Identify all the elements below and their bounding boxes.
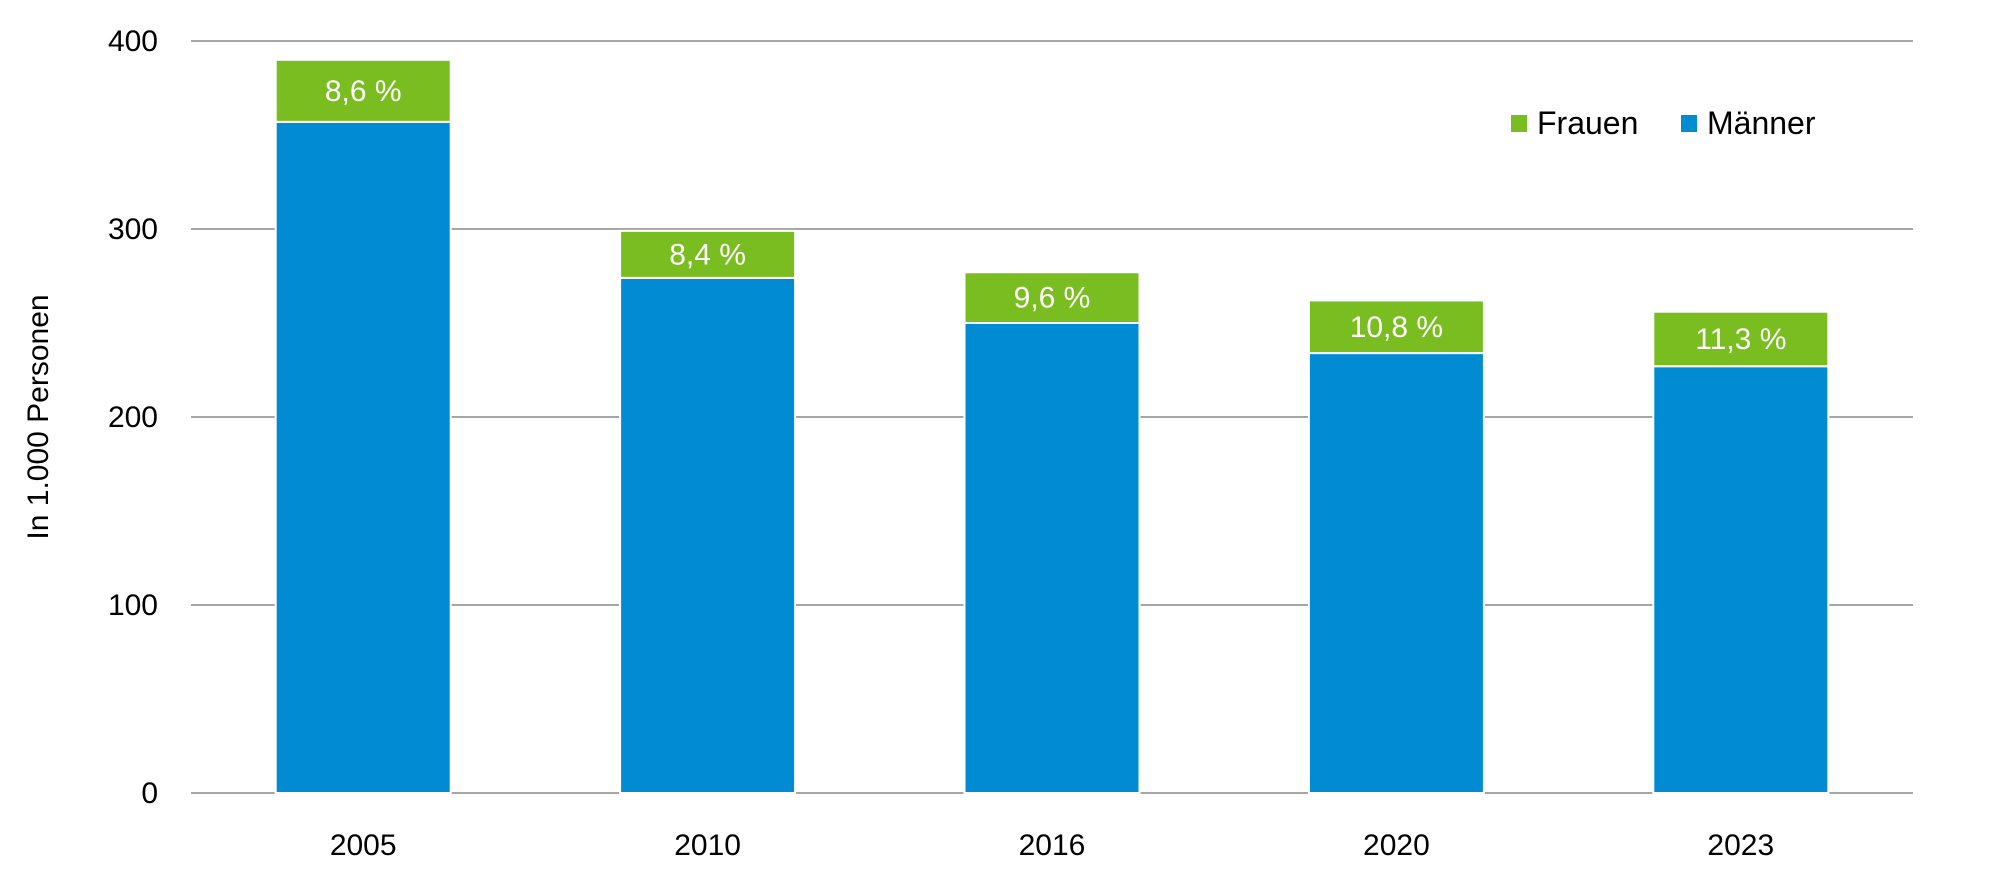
- x-tick-label: 2023: [1707, 829, 1774, 862]
- bar-maenner-2023: [1652, 365, 1830, 794]
- y-tick-label: 100: [108, 589, 158, 622]
- x-axis-ticks: 2005 2010 2016 2020 2023: [330, 829, 1774, 862]
- legend-label: Männer: [1707, 105, 1816, 141]
- data-label: 8,6 %: [325, 75, 402, 108]
- bar-frauen-2005: [274, 58, 452, 123]
- data-label: 8,4 %: [669, 238, 746, 271]
- y-tick-label: 300: [108, 213, 158, 246]
- bar-frauen-2023: [1652, 310, 1830, 368]
- data-label: 10,8 %: [1350, 311, 1443, 344]
- x-tick-label: 2020: [1363, 829, 1430, 862]
- x-tick-label: 2005: [330, 829, 397, 862]
- y-axis-ticks: 0 100 200 300 400: [108, 25, 158, 810]
- bar-frauen-2010: [619, 229, 797, 279]
- bar-maenner-2020: [1307, 352, 1485, 794]
- legend-label: Frauen: [1537, 105, 1638, 141]
- y-tick-label: 400: [108, 25, 158, 58]
- bar-frauen-2016: [963, 271, 1141, 324]
- bar-maenner-2016: [963, 322, 1141, 794]
- y-axis-label: In 1.000 Personen: [22, 294, 55, 539]
- legend-swatch-frauen: [1511, 115, 1527, 132]
- legend: Frauen Männer: [1511, 105, 1816, 141]
- bar-maenner-2010: [619, 276, 797, 794]
- bar-frauen-2020: [1307, 299, 1485, 355]
- legend-swatch-maenner: [1681, 115, 1697, 132]
- data-label: 9,6 %: [1014, 282, 1091, 315]
- x-tick-label: 2016: [1019, 829, 1086, 862]
- y-tick-label: 0: [141, 777, 158, 810]
- data-label: 11,3 %: [1695, 323, 1786, 356]
- y-tick-label: 200: [108, 401, 158, 434]
- bar-maenner-2005: [274, 120, 452, 794]
- bars: 8,6 % 8,4 % 9,6 % 10,8 % 11,3 %: [274, 58, 1830, 794]
- x-tick-label: 2010: [674, 829, 741, 862]
